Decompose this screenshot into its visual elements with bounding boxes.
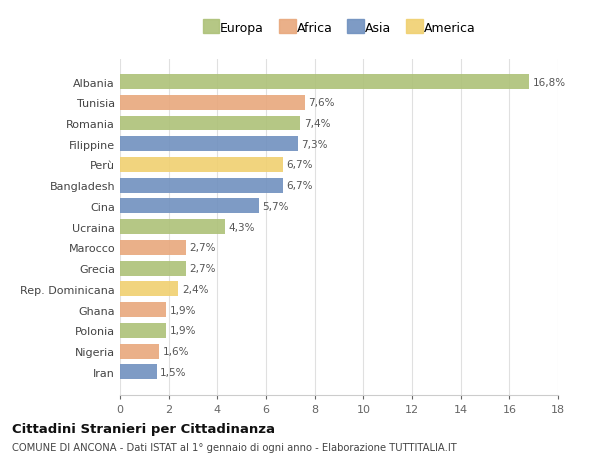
Bar: [120, 220, 224, 235]
Text: 2,4%: 2,4%: [182, 284, 209, 294]
Bar: [120, 75, 529, 90]
Text: 7,6%: 7,6%: [308, 98, 335, 108]
Text: 5,7%: 5,7%: [262, 202, 289, 212]
Bar: [120, 241, 186, 255]
Bar: [120, 158, 283, 173]
Text: 6,7%: 6,7%: [287, 181, 313, 191]
Bar: [120, 282, 178, 297]
Text: 1,6%: 1,6%: [163, 347, 189, 356]
Text: 7,4%: 7,4%: [304, 119, 330, 129]
Bar: [120, 261, 186, 276]
Text: 16,8%: 16,8%: [532, 78, 566, 87]
Text: 1,9%: 1,9%: [170, 305, 196, 315]
Legend: Europa, Africa, Asia, America: Europa, Africa, Asia, America: [203, 22, 475, 35]
Bar: [120, 95, 305, 111]
Text: 1,5%: 1,5%: [160, 367, 187, 377]
Bar: [120, 179, 283, 193]
Text: COMUNE DI ANCONA - Dati ISTAT al 1° gennaio di ogni anno - Elaborazione TUTTITAL: COMUNE DI ANCONA - Dati ISTAT al 1° genn…: [12, 442, 457, 452]
Text: Cittadini Stranieri per Cittadinanza: Cittadini Stranieri per Cittadinanza: [12, 422, 275, 436]
Bar: [120, 137, 298, 152]
Bar: [120, 302, 166, 318]
Text: 6,7%: 6,7%: [287, 160, 313, 170]
Bar: [120, 344, 159, 359]
Bar: [120, 323, 166, 338]
Text: 4,3%: 4,3%: [228, 222, 255, 232]
Bar: [120, 199, 259, 214]
Bar: [120, 116, 300, 131]
Bar: [120, 364, 157, 380]
Text: 7,3%: 7,3%: [301, 140, 328, 150]
Text: 2,7%: 2,7%: [190, 243, 216, 253]
Text: 1,9%: 1,9%: [170, 326, 196, 336]
Text: 2,7%: 2,7%: [190, 263, 216, 274]
